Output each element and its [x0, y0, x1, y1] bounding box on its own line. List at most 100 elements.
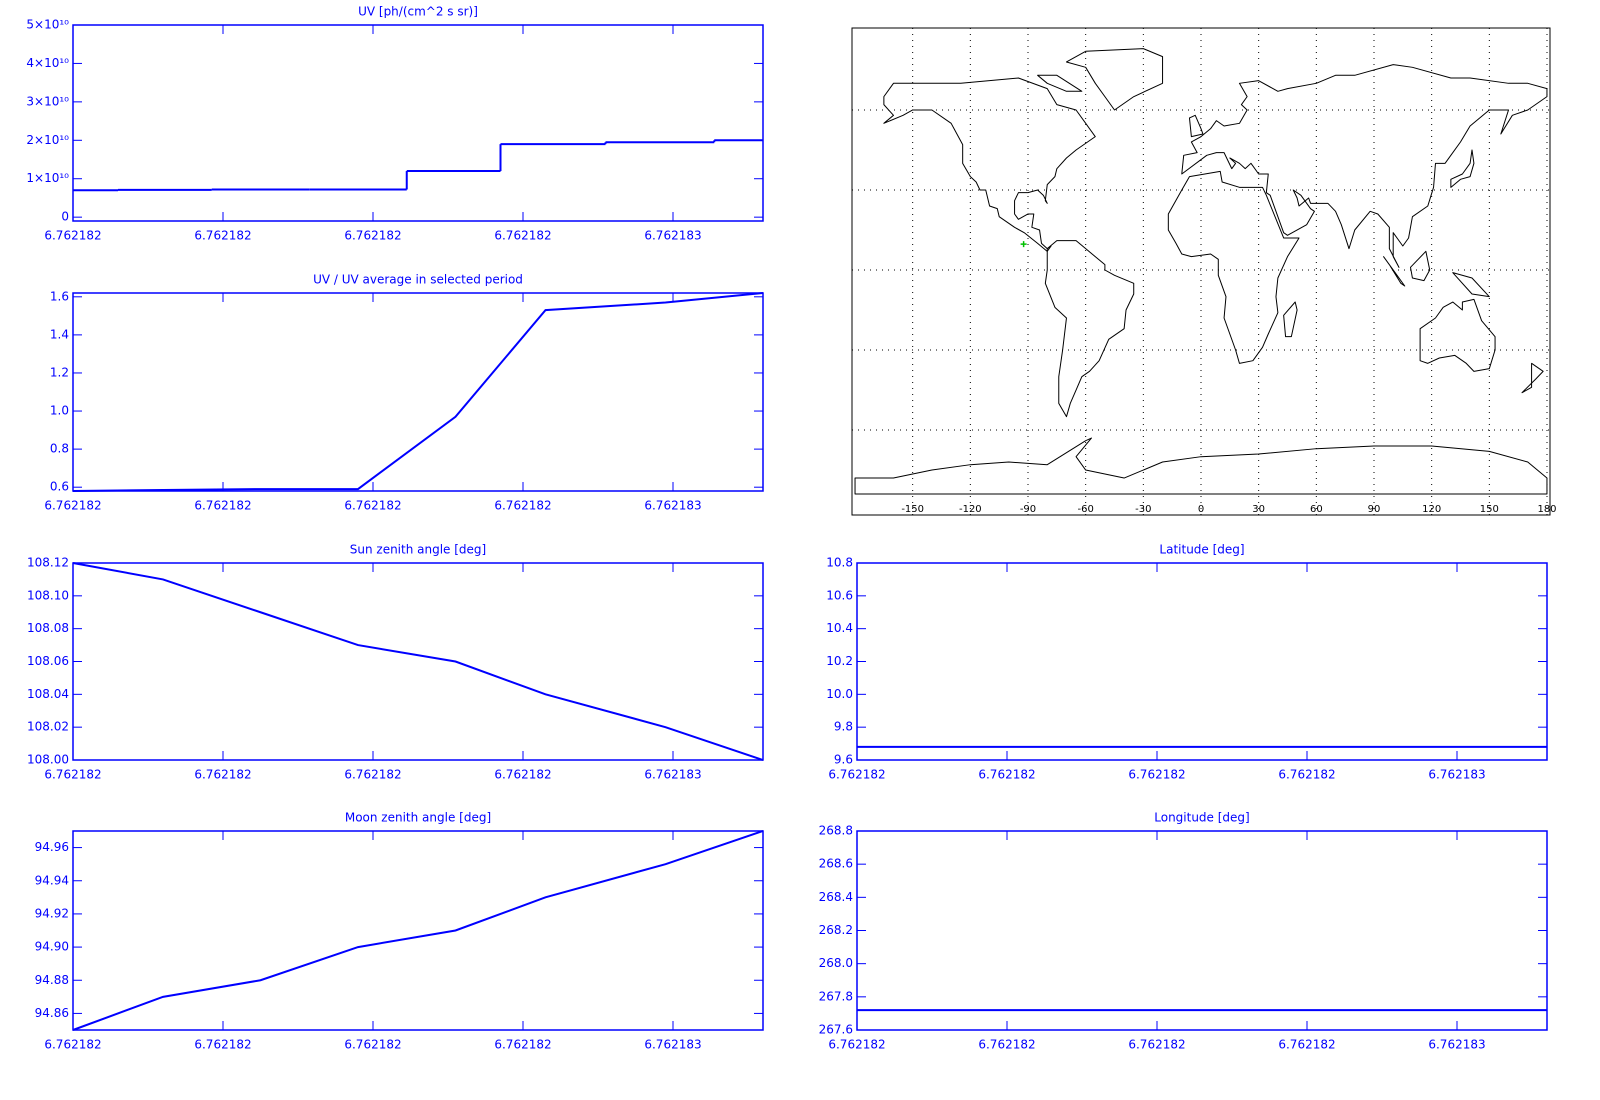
x-tick-label: 6.762182	[344, 768, 401, 782]
y-tick-label: 94.88	[35, 973, 69, 987]
x-tick-label: 6.762182	[344, 1038, 401, 1052]
new-guinea	[1453, 273, 1490, 297]
y-tick-label: 108.10	[27, 588, 69, 602]
y-tick-label: 108.00	[27, 753, 69, 767]
y-tick-label: 4×10¹⁰	[26, 56, 69, 70]
x-tick-label: 6.762182	[194, 1038, 251, 1052]
y-tick-label: 94.92	[35, 906, 69, 920]
data-line	[72, 562, 764, 761]
map-x-label: 120	[1422, 504, 1441, 515]
x-tick-label: 6.762182	[44, 499, 101, 513]
chart-title: UV [ph/(cm^2 s sr)]	[358, 5, 478, 19]
x-tick-label: 6.762183	[644, 768, 701, 782]
data-line	[72, 830, 764, 1031]
x-tick-label: 6.762182	[978, 1038, 1035, 1052]
y-tick-label: 268.6	[819, 857, 853, 871]
y-tick-label: 268.4	[819, 890, 853, 904]
map-x-label: -30	[1135, 504, 1151, 515]
y-tick-label: 108.02	[27, 720, 69, 734]
y-tick-label: 268.0	[819, 956, 853, 970]
map-x-label: 90	[1368, 504, 1381, 515]
y-tick-label: 94.96	[35, 840, 69, 854]
plot-frame	[72, 830, 764, 1031]
y-tick-label: 2×10¹⁰	[26, 133, 69, 147]
x-tick-label: 6.762182	[44, 229, 101, 243]
x-tick-label: 6.762182	[44, 1038, 101, 1052]
y-tick-label: 1.0	[50, 404, 69, 418]
y-tick-label: 10.0	[826, 687, 853, 701]
south-america	[1045, 241, 1133, 417]
y-tick-label: 268.8	[819, 824, 853, 838]
plot-frame	[856, 830, 1548, 1031]
map-x-label: -150	[901, 504, 924, 515]
x-tick-label: 6.762183	[644, 1038, 701, 1052]
plot-frame	[856, 562, 1548, 761]
map-x-label: 0	[1198, 504, 1204, 515]
y-tick-label: 10.2	[826, 654, 853, 668]
sumatra	[1384, 257, 1405, 286]
x-tick-label: 6.762182	[194, 229, 251, 243]
britain	[1189, 115, 1202, 136]
x-tick-label: 6.762182	[1278, 1038, 1335, 1052]
y-tick-label: 0.6	[50, 480, 69, 494]
x-tick-label: 6.762182	[194, 768, 251, 782]
x-tick-label: 6.762182	[978, 768, 1035, 782]
y-tick-label: 1.4	[50, 327, 69, 341]
x-tick-label: 6.762183	[1428, 768, 1485, 782]
map-x-label: 60	[1310, 504, 1323, 515]
position-marker	[1020, 241, 1027, 248]
x-tick-label: 6.762183	[644, 229, 701, 243]
x-tick-label: 6.762182	[1128, 1038, 1185, 1052]
data-line	[72, 292, 764, 492]
baffin	[1038, 75, 1082, 91]
y-tick-label: 1.2	[50, 365, 69, 379]
y-tick-label: 9.6	[834, 753, 853, 767]
x-tick-label: 6.762182	[1278, 768, 1335, 782]
y-tick-label: 94.90	[35, 940, 69, 954]
y-tick-label: 267.6	[819, 1023, 853, 1037]
map-x-label: -60	[1077, 504, 1093, 515]
greenland	[1066, 49, 1162, 110]
map-frame	[851, 27, 1551, 516]
map-x-label: 30	[1252, 504, 1265, 515]
plot-frame	[72, 24, 764, 222]
y-tick-label: 9.8	[834, 720, 853, 734]
chart-title: Sun zenith angle [deg]	[350, 543, 486, 557]
y-tick-label: 10.8	[826, 556, 853, 570]
map-x-label: -90	[1020, 504, 1036, 515]
y-tick-label: 10.6	[826, 588, 853, 602]
y-tick-label: 108.12	[27, 556, 69, 570]
map-grid	[852, 28, 1550, 515]
x-tick-label: 6.762182	[194, 499, 251, 513]
x-tick-label: 6.762182	[344, 229, 401, 243]
x-tick-label: 6.762182	[828, 768, 885, 782]
y-tick-label: 1.6	[50, 289, 69, 303]
y-tick-label: 108.08	[27, 621, 69, 635]
y-tick-label: 0	[61, 210, 69, 224]
y-tick-label: 5×10¹⁰	[26, 18, 69, 32]
x-tick-label: 6.762182	[494, 1038, 551, 1052]
y-tick-label: 0.8	[50, 442, 69, 456]
x-tick-label: 6.762182	[494, 499, 551, 513]
x-tick-label: 6.762182	[1128, 768, 1185, 782]
x-tick-label: 6.762183	[644, 499, 701, 513]
map-x-label: 180	[1537, 504, 1556, 515]
x-tick-label: 6.762182	[494, 229, 551, 243]
map-x-label: 150	[1480, 504, 1499, 515]
y-tick-label: 108.06	[27, 654, 69, 668]
y-tick-label: 10.4	[826, 621, 853, 635]
australia	[1420, 299, 1495, 371]
new-zealand	[1522, 363, 1543, 392]
plot-frame	[72, 292, 764, 492]
y-tick-label: 3×10¹⁰	[26, 94, 69, 108]
borneo	[1410, 251, 1429, 280]
north-america	[884, 78, 1095, 251]
madagascar	[1284, 302, 1297, 337]
japan	[1451, 150, 1474, 187]
chart-title: Moon zenith angle [deg]	[345, 811, 491, 825]
y-tick-label: 94.94	[35, 873, 69, 887]
y-tick-label: 268.2	[819, 923, 853, 937]
africa	[1168, 171, 1299, 363]
